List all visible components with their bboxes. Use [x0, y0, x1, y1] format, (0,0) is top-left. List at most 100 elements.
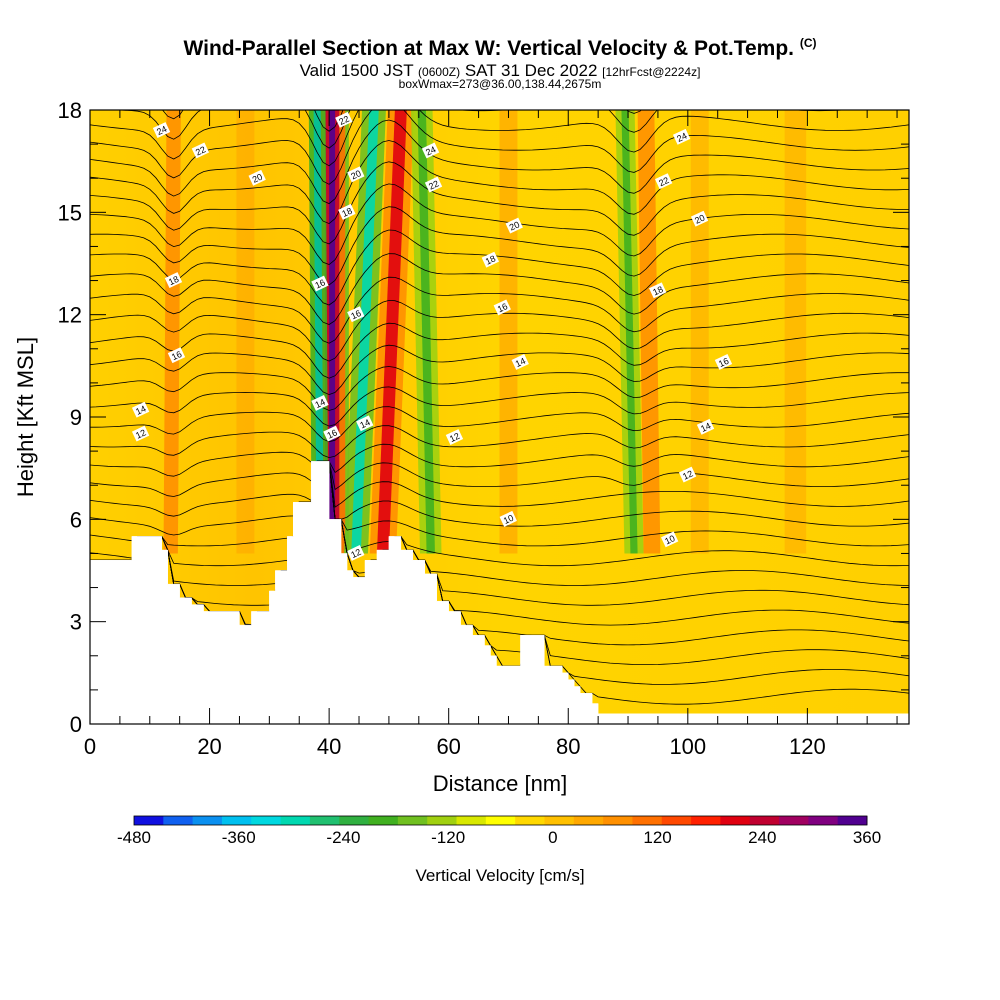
isentrope-line	[90, 366, 909, 411]
contour-label-text: 18	[651, 284, 664, 297]
contour-label-bg	[338, 203, 356, 220]
contour-label-text: 24	[424, 144, 437, 157]
isentrope-line	[90, 140, 909, 225]
potential-temperature-contours	[90, 110, 909, 705]
colorbar-swatch	[134, 816, 164, 825]
colorbar-swatch	[544, 816, 575, 825]
valid-time-line: Valid 1500 JST (0600Z) SAT 31 Dec 2022 […	[0, 61, 1000, 81]
contour-label-bg	[131, 401, 150, 418]
x-tick-label: 40	[317, 734, 341, 759]
colorbar-swatch	[603, 816, 633, 825]
isentrope-line	[90, 276, 909, 344]
contour-label-bg	[649, 282, 667, 299]
contour-label-bg	[499, 510, 517, 527]
contour-label-bg	[421, 142, 440, 159]
contour-label-bg	[248, 169, 266, 186]
isentrope-line	[90, 406, 909, 443]
contour-label-text: 16	[717, 356, 730, 369]
contour-label-bg	[311, 394, 329, 411]
isentrope-line	[90, 161, 909, 245]
velocity-band	[351, 110, 379, 554]
contour-label: 14	[356, 415, 374, 432]
contour-label-text: 20	[508, 219, 521, 232]
contour-label-text: 10	[663, 533, 676, 546]
velocity-bands	[163, 110, 807, 554]
contour-label: 14	[696, 418, 715, 435]
isentrope-line	[90, 460, 909, 547]
y-tick-label: 3	[70, 610, 82, 635]
contour-label-bg	[356, 415, 374, 432]
contour-label-text: 14	[134, 404, 147, 417]
colorbar-swatch	[720, 816, 751, 825]
x-tick-label: 120	[789, 734, 826, 759]
contour-label-text: 20	[349, 168, 362, 181]
contour-label: 16	[167, 347, 186, 364]
y-tick-label: 6	[70, 507, 82, 532]
contour-label-text: 22	[337, 114, 350, 127]
colorbar-swatch	[192, 816, 223, 825]
contour-label-text: 14	[358, 417, 371, 430]
contour-label-bg	[311, 275, 329, 292]
valid-date-text: SAT 31 Dec 2022	[464, 61, 598, 80]
contour-label-bg	[131, 425, 150, 442]
contour-label: 12	[131, 425, 150, 442]
isentrope-line	[90, 229, 909, 306]
contour-label-bg	[323, 425, 341, 442]
colorbar-swatch	[632, 816, 663, 825]
colorbar-swatch	[427, 816, 458, 825]
contour-label-bg	[696, 418, 715, 435]
contour-label: 10	[499, 510, 517, 527]
y-tick-label: 0	[70, 712, 82, 737]
contour-label-bg	[493, 299, 511, 316]
contour-label-bg	[347, 306, 365, 323]
contour-label-text: 16	[325, 427, 338, 440]
contour-label-text: 12	[448, 431, 461, 444]
contour-labels: 24 22 20 18 16 14 12 22 20 18 16 16 14 16 14 12 24 22 20 18…	[131, 111, 733, 561]
contour-label-text: 18	[340, 206, 353, 219]
contour-label: 24	[672, 128, 691, 145]
isentrope-line	[90, 460, 909, 536]
isentrope-line	[90, 344, 909, 396]
contour-label-text: 16	[349, 308, 362, 321]
colorbar-swatch	[691, 816, 721, 825]
contour-label: 18	[164, 272, 183, 289]
contour-label-bg	[505, 217, 523, 234]
isentrope-line	[90, 460, 909, 606]
contour-label: 20	[248, 169, 266, 186]
contour-label: 22	[191, 142, 210, 159]
y-tick-label: 15	[58, 200, 82, 225]
contour-label: 20	[690, 210, 709, 227]
contour-label-text: 22	[427, 178, 440, 191]
colorbar-swatch	[779, 816, 809, 825]
isentrope-line	[90, 460, 909, 586]
contour-label-bg	[347, 545, 365, 561]
colorbar-swatch	[163, 816, 194, 825]
contour-label-text: 16	[496, 301, 509, 314]
isentrope-line	[90, 460, 909, 567]
contour-label-text: 10	[502, 513, 515, 526]
colorbar: -480 -360 -240 -120 0 120 240 360	[117, 815, 881, 847]
box-info-line: boxWmax=273@36.00,138.44,2675m	[398, 77, 602, 91]
velocity-band	[329, 110, 336, 554]
x-tick-label: 100	[669, 734, 706, 759]
velocity-band	[784, 110, 807, 554]
contour-label: 18	[649, 282, 667, 299]
isentrope-line	[90, 183, 909, 265]
contour-label-text: 14	[514, 356, 527, 369]
colorbar-swatch	[339, 816, 370, 825]
x-axis-label: Distance [nm]	[433, 771, 568, 796]
contour-label: 22	[424, 176, 443, 193]
contour-label: 16	[311, 275, 329, 292]
x-tick-label: 20	[197, 734, 221, 759]
contour-label-bg	[714, 354, 733, 370]
contour-label: 12	[445, 429, 464, 445]
contour-label-bg	[690, 210, 709, 227]
colorbar-swatch	[221, 816, 252, 825]
colorbar-swatch	[515, 816, 545, 825]
contour-label-text: 14	[699, 421, 712, 434]
isentrope-line	[90, 443, 909, 477]
contour-label-text: 16	[314, 277, 327, 290]
colorbar-swatch	[309, 816, 340, 825]
contour-label: 16	[714, 354, 733, 370]
y-tick-label: 12	[58, 303, 82, 328]
